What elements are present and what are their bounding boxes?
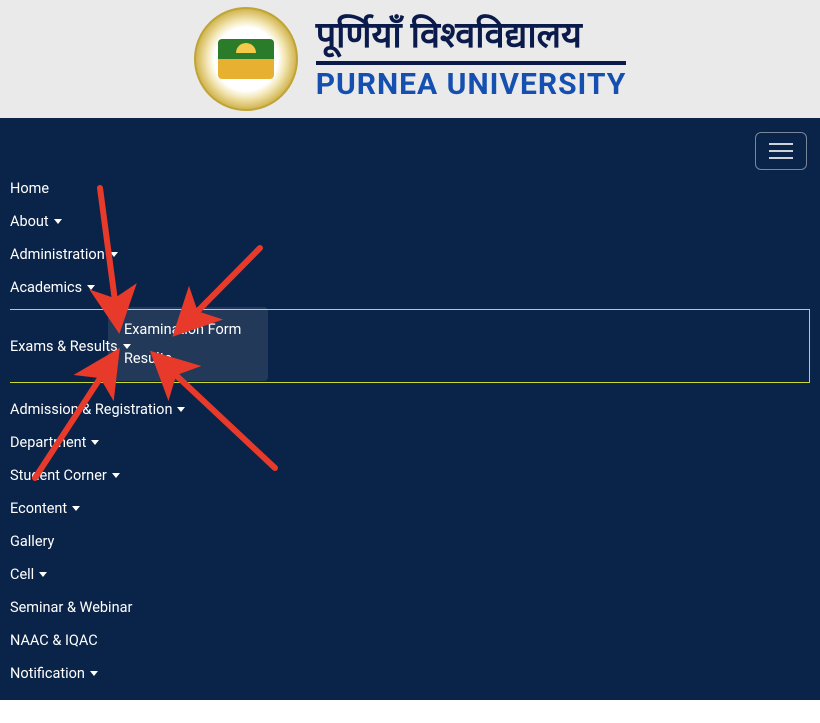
nav-item[interactable]: Contact Us xyxy=(10,690,810,723)
nav-label: Notification xyxy=(10,665,85,682)
nav-label: Seminar & Webinar xyxy=(10,599,132,616)
nav-label: Econtent xyxy=(10,500,67,517)
title-block: पूर्णियाँ विश्वविद्यालय PURNEA UNIVERSIT… xyxy=(316,16,627,103)
nav-item[interactable]: Econtent xyxy=(10,492,810,525)
nav-label: Academics xyxy=(10,279,82,296)
nav-label: Cell xyxy=(10,566,34,583)
nav-label: Gallery xyxy=(10,533,54,550)
active-menu-section: Exams & Results Examination Form Results xyxy=(10,309,810,383)
title-english: PURNEA UNIVERSITY xyxy=(316,67,627,102)
submenu-dropdown: Examination Form Results xyxy=(108,307,268,381)
nav-item[interactable]: Department xyxy=(10,426,810,459)
nav-item[interactable]: Notification xyxy=(10,657,810,690)
chevron-down-icon xyxy=(177,407,185,412)
chevron-down-icon xyxy=(72,506,80,511)
submenu-examination-form[interactable]: Examination Form xyxy=(124,315,252,344)
chevron-down-icon xyxy=(54,219,62,224)
nav-item[interactable]: Admission & Registration xyxy=(10,393,810,426)
title-hindi: पूर्णियाँ विश्वविद्यालय xyxy=(316,16,627,56)
main-menu: Home About Administration Academics xyxy=(0,118,820,304)
nav-label: NAAC & IQAC xyxy=(10,632,98,649)
nav-label: About xyxy=(10,213,49,230)
university-logo xyxy=(194,7,298,111)
nav-item[interactable]: About xyxy=(10,205,810,238)
nav-item[interactable]: Cell xyxy=(10,558,810,591)
nav-area: Home About Administration Academics Exams &… xyxy=(0,118,820,700)
submenu-results[interactable]: Results xyxy=(124,344,252,373)
nav-label: Contact Us xyxy=(10,698,81,715)
chevron-down-icon xyxy=(110,252,118,257)
chevron-down-icon xyxy=(112,473,120,478)
nav-item[interactable]: Home xyxy=(10,172,810,205)
hamburger-button[interactable] xyxy=(755,132,807,170)
nav-label: Exams & Results xyxy=(10,338,118,355)
nav-item[interactable]: Administration xyxy=(10,238,810,271)
nav-label: Department xyxy=(10,434,86,451)
nav-label: Administration xyxy=(10,246,105,263)
nav-label: Student Corner xyxy=(10,467,107,484)
nav-item[interactable]: Seminar & Webinar xyxy=(10,591,810,624)
title-underline xyxy=(316,61,627,65)
nav-item[interactable]: Academics xyxy=(10,271,810,304)
header: पूर्णियाँ विश्वविद्यालय PURNEA UNIVERSIT… xyxy=(0,0,820,118)
chevron-down-icon xyxy=(87,285,95,290)
chevron-down-icon xyxy=(91,440,99,445)
chevron-down-icon xyxy=(90,671,98,676)
nav-item[interactable]: Student Corner xyxy=(10,459,810,492)
nav-label: Home xyxy=(10,180,49,197)
nav-item[interactable]: Gallery xyxy=(10,525,810,558)
nav-label: Admission & Registration xyxy=(10,401,172,418)
logo-emblem xyxy=(218,39,274,79)
main-menu-after: Admission & Registration Department Studen… xyxy=(0,388,820,723)
chevron-down-icon xyxy=(39,572,47,577)
nav-item[interactable]: NAAC & IQAC xyxy=(10,624,810,657)
